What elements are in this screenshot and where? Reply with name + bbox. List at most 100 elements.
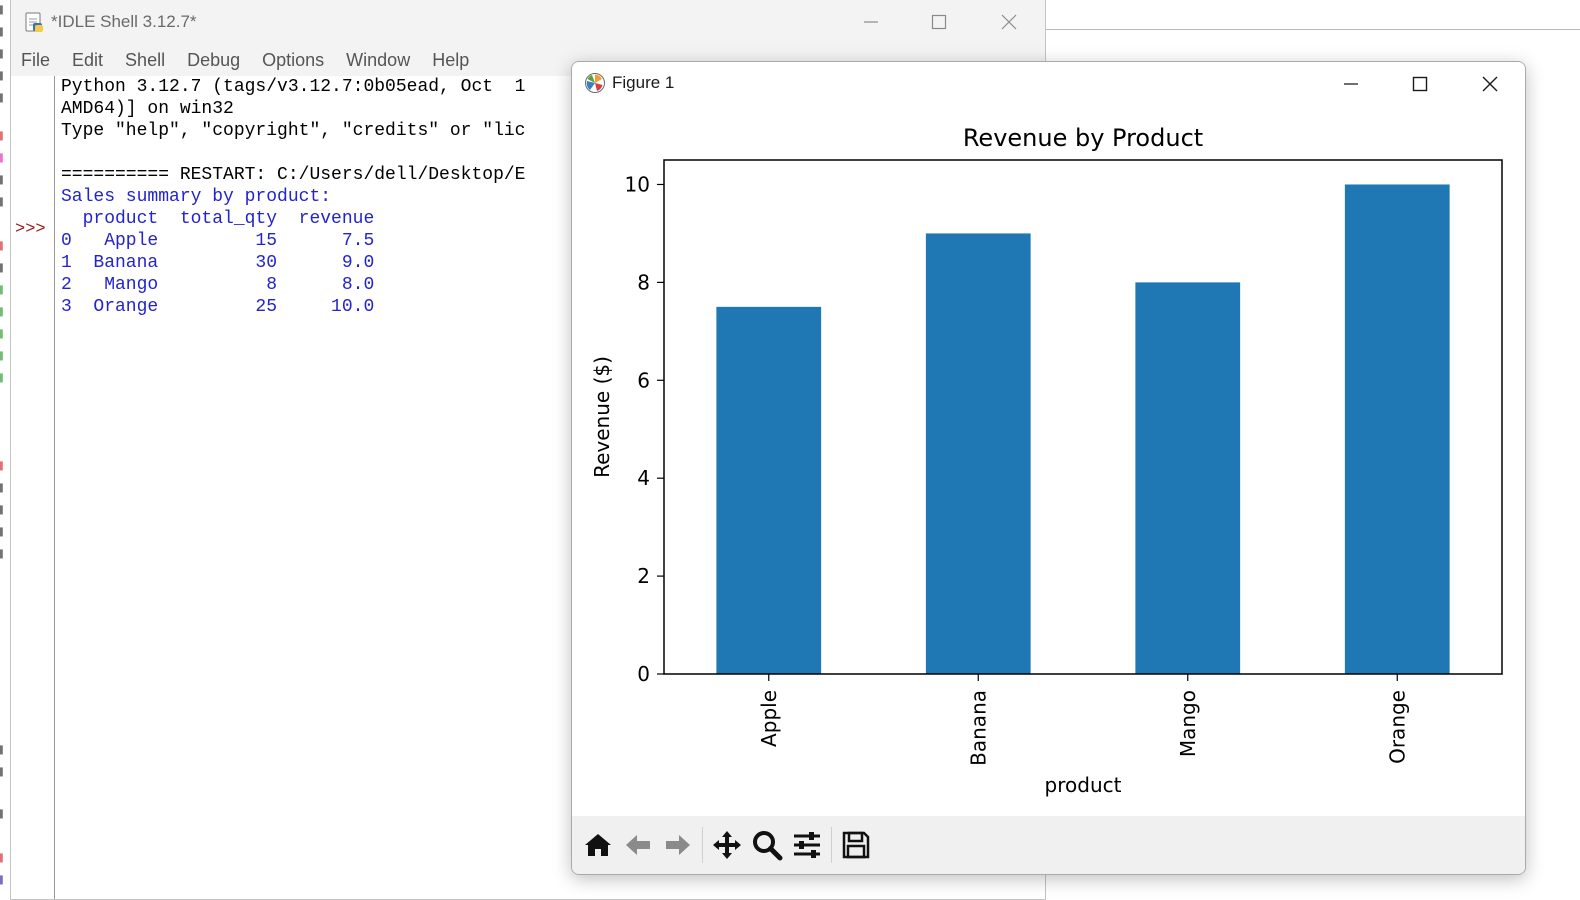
y-tick-label: 6 bbox=[637, 368, 650, 392]
python-idle-icon bbox=[25, 12, 43, 32]
maximize-icon bbox=[1412, 76, 1428, 92]
close-button[interactable] bbox=[975, 0, 1043, 44]
background-code-fragment: █ bbox=[0, 286, 3, 295]
close-icon bbox=[1001, 14, 1017, 30]
back-button[interactable] bbox=[618, 825, 658, 865]
save-icon bbox=[842, 831, 870, 859]
menu-options[interactable]: Options bbox=[262, 49, 325, 70]
x-tick-label: Orange bbox=[1385, 690, 1409, 764]
figure-minimize-button[interactable] bbox=[1317, 62, 1385, 106]
shell-line: 0 Apple 15 7.5 bbox=[61, 231, 375, 251]
toolbar-separator bbox=[831, 827, 832, 863]
minimize-button[interactable] bbox=[837, 0, 905, 44]
background-code-fragment: █ bbox=[0, 506, 3, 515]
chart-title: Revenue by Product bbox=[963, 124, 1203, 152]
background-code-fragment: █ bbox=[0, 50, 3, 59]
figure-maximize-button[interactable] bbox=[1386, 62, 1454, 106]
matplotlib-icon bbox=[585, 73, 605, 93]
navigation-toolbar bbox=[572, 816, 1525, 874]
background-code-fragment: █ bbox=[0, 94, 3, 103]
minimize-icon bbox=[1344, 83, 1358, 85]
minimize-icon bbox=[864, 21, 878, 23]
zoom-icon bbox=[753, 831, 783, 861]
save-button[interactable] bbox=[836, 825, 876, 865]
background-code-fragment: █ bbox=[0, 768, 3, 777]
y-tick-label: 10 bbox=[625, 172, 650, 196]
figure-titlebar[interactable]: Figure 1 bbox=[572, 62, 1525, 106]
y-tick-label: 4 bbox=[637, 466, 650, 490]
home-button[interactable] bbox=[578, 825, 618, 865]
shell-prompt: >>> bbox=[15, 220, 46, 239]
y-axis-label: Revenue ($) bbox=[590, 356, 614, 478]
shell-line: AMD64)] on win32 bbox=[61, 99, 234, 119]
bar-mango bbox=[1135, 282, 1241, 674]
x-axis-label: product bbox=[1045, 773, 1122, 797]
background-code-fragment: █ bbox=[0, 28, 3, 37]
shell-line: product total_qty revenue bbox=[61, 209, 375, 229]
line-gutter: >>> bbox=[11, 76, 54, 899]
axes-frame bbox=[663, 159, 1503, 675]
configure-subplots-icon bbox=[794, 832, 820, 858]
maximize-icon bbox=[931, 14, 947, 30]
bar-orange bbox=[1344, 184, 1450, 674]
bar-apple bbox=[716, 306, 822, 674]
figure-window: Figure 1 Revenue by Product Apple Banana Ma… bbox=[571, 61, 1526, 875]
background-code-fragment: █ bbox=[0, 154, 3, 163]
toolbar-separator bbox=[702, 827, 703, 863]
background-code-fragment: █ bbox=[0, 854, 3, 863]
bar-chart[interactable]: Revenue by Product Apple Banana Mango Orange… bbox=[572, 106, 1525, 818]
back-arrow-icon bbox=[626, 835, 650, 855]
background-code-fragment: █ bbox=[0, 72, 3, 81]
y-tick-label: 0 bbox=[637, 662, 650, 686]
menu-help[interactable]: Help bbox=[432, 49, 470, 70]
shell-line: 3 Orange 25 10.0 bbox=[61, 297, 375, 317]
background-code-fragment: █ bbox=[0, 876, 3, 885]
shell-line: 1 Banana 30 9.0 bbox=[61, 253, 375, 273]
y-tick-label: 8 bbox=[637, 270, 650, 294]
background-code-fragment: █ bbox=[0, 132, 3, 141]
window-title: *IDLE Shell 3.12.7* bbox=[51, 12, 197, 31]
background-code-fragment: █ bbox=[0, 374, 3, 383]
shell-line: Python 3.12.7 (tags/v3.12.7:0b05ead, Oct… bbox=[61, 77, 526, 97]
close-icon bbox=[1482, 76, 1498, 92]
menu-edit[interactable]: Edit bbox=[72, 49, 104, 70]
background-code-fragment: █ bbox=[0, 462, 3, 471]
menu-file[interactable]: File bbox=[21, 49, 51, 70]
home-icon bbox=[585, 834, 611, 856]
bar-banana bbox=[925, 233, 1031, 674]
menu-debug[interactable]: Debug bbox=[187, 49, 241, 70]
background-code-fragment: █ bbox=[0, 308, 3, 317]
background-code-fragment: █ bbox=[0, 242, 3, 251]
menu-window[interactable]: Window bbox=[346, 49, 411, 70]
x-tick-label: Banana bbox=[966, 690, 990, 766]
forward-button[interactable] bbox=[658, 825, 698, 865]
zoom-button[interactable] bbox=[747, 825, 787, 865]
background-code-fragment: █ bbox=[0, 484, 3, 493]
maximize-button[interactable] bbox=[905, 0, 973, 44]
menu-shell[interactable]: Shell bbox=[125, 49, 166, 70]
shell-line: Type "help", "copyright", "credits" or "… bbox=[61, 121, 526, 141]
forward-arrow-icon bbox=[666, 835, 690, 855]
x-tick-label: Apple bbox=[757, 690, 781, 747]
background-code-fragment: █ bbox=[0, 198, 3, 207]
background-code-fragment: █ bbox=[0, 264, 3, 273]
configure-subplots-button[interactable] bbox=[787, 825, 827, 865]
pan-icon bbox=[713, 831, 741, 859]
shell-line: Sales summary by product: bbox=[61, 187, 332, 207]
background-code-fragment: █ bbox=[0, 550, 3, 559]
background-editor-strip: █ █ █ █ █ █ █ █ █ █ █ █ █ █ █ █ █ █ █ █ █ █ █ █ █ █ bbox=[0, 0, 10, 900]
x-tick-label: Mango bbox=[1176, 690, 1200, 757]
figure-close-button[interactable] bbox=[1456, 62, 1524, 106]
shell-line: ========== RESTART: C:/Users/dell/Deskto… bbox=[61, 165, 526, 185]
background-code-fragment: █ bbox=[0, 330, 3, 339]
background-code-fragment: █ bbox=[0, 810, 3, 819]
pan-button[interactable] bbox=[707, 825, 747, 865]
background-code-fragment: █ bbox=[0, 746, 3, 755]
background-code-fragment: █ bbox=[0, 176, 3, 185]
idle-titlebar[interactable]: *IDLE Shell 3.12.7* bbox=[11, 0, 1045, 44]
menu-bar: File Edit Shell Debug Options Window Help bbox=[11, 44, 1045, 76]
shell-line: 2 Mango 8 8.0 bbox=[61, 275, 375, 295]
background-code-fragment: █ bbox=[0, 352, 3, 361]
y-tick-label: 2 bbox=[637, 564, 650, 588]
background-code-fragment: █ bbox=[0, 6, 3, 15]
